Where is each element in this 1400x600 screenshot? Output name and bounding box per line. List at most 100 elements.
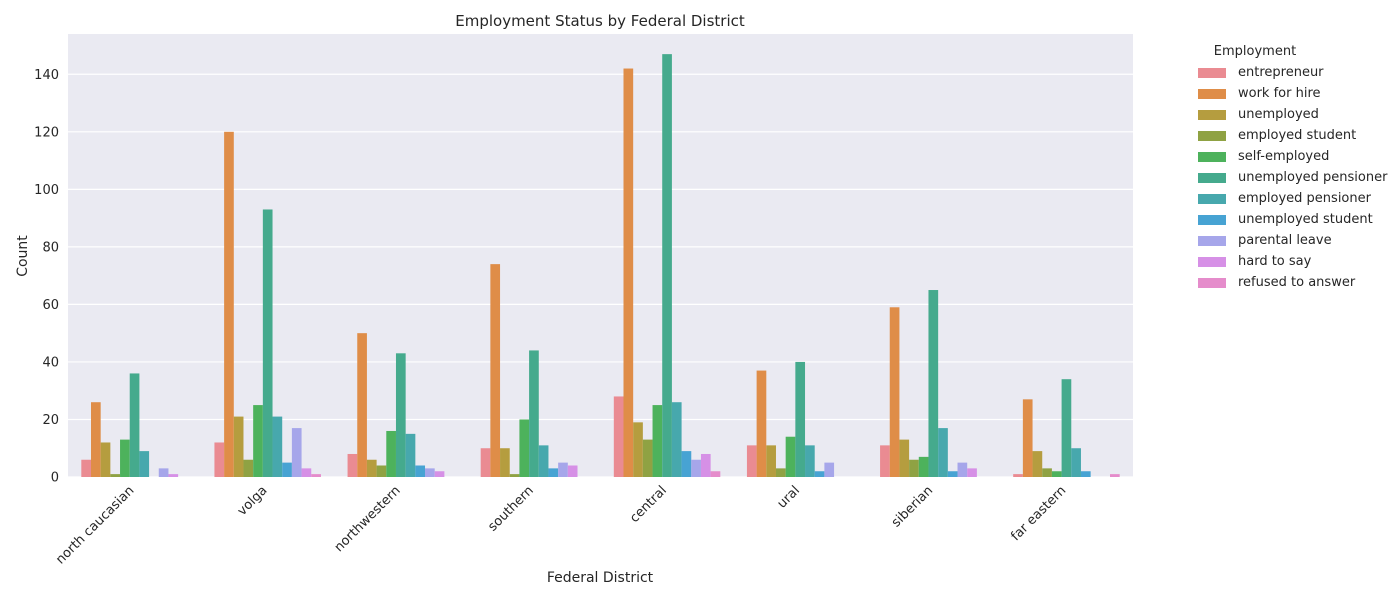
bar-employed-student-northwestern [376,465,387,477]
bar-unemployed-student-southern [548,468,559,477]
x-tick-label: far eastern [1008,483,1069,544]
legend-item: work for hire [1196,83,1396,104]
legend-item: employed student [1196,125,1396,146]
bar-entrepreneur-southern [480,448,491,477]
bar-unemployed-student-ural [814,471,825,477]
bar-employed-student-north-caucasian [110,474,121,477]
legend-swatch [1198,256,1226,267]
bar-refused-to-answer-central [710,471,721,477]
bar-self-employed-far-eastern [1051,471,1062,477]
bar-unemployed-pensioner-siberian [928,290,939,477]
bar-work-for-hire-ural [756,370,767,477]
bar-parental-leave-volga [291,428,302,477]
legend-item: unemployed student [1196,209,1396,230]
bar-hard-to-say-siberian [967,468,977,477]
x-tick-label: ural [775,483,803,511]
bar-parental-leave-southern [558,462,568,477]
bar-parental-leave-central [691,459,701,477]
bar-work-for-hire-southern [490,264,501,477]
bar-work-for-hire-far-eastern [1022,399,1033,477]
legend-swatch [1198,277,1226,288]
bar-unemployed-pensioner-far-eastern [1061,379,1072,477]
legend-swatch [1198,130,1226,141]
bar-unemployed-volga [233,416,244,477]
bar-refused-to-answer-volga [311,474,321,477]
x-tick-label: northwestern [332,483,404,555]
y-tick-labels: 0 20 40 60 80 100 120 140 [34,68,59,486]
bar-employed-student-siberian [909,459,919,477]
bar-self-employed-central [652,405,663,477]
bar-unemployed-far-eastern [1032,451,1043,477]
bar-hard-to-say-central [700,453,711,477]
bar-unemployed-southern [500,448,510,477]
bar-employed-pensioner-ural [805,445,815,477]
bar-entrepreneur-siberian [880,445,890,477]
chart-title: Employment Status by Federal District [455,12,745,30]
bar-self-employed-southern [519,419,530,477]
plot-area-background [68,34,1133,477]
bar-unemployed-student-volga [282,462,292,477]
bar-unemployed-student-far-eastern [1080,471,1091,477]
bar-unemployed-central [633,422,643,477]
bar-employed-pensioner-central [671,402,682,477]
legend-item: self-employed [1196,146,1396,167]
bar-work-for-hire-north-caucasian [90,402,101,477]
x-tick-label: north caucasian [53,483,137,567]
bar-hard-to-say-volga [301,468,312,477]
x-tick-labels: north caucasian volga northwestern southern… [53,483,1069,567]
bar-self-employed-north-caucasian [120,439,130,477]
legend-label: hard to say [1238,254,1312,269]
y-tick-label: 120 [34,125,59,140]
legend-label: unemployed pensioner [1238,170,1388,185]
bar-unemployed-student-siberian [947,471,958,477]
bar-unemployed-pensioner-volga [262,209,273,477]
bar-self-employed-northwestern [386,430,396,477]
legend-item: unemployed pensioner [1196,167,1396,188]
bar-entrepreneur-volga [214,442,225,477]
bar-unemployed-north-caucasian [100,442,111,477]
legend-label: employed pensioner [1238,191,1371,206]
legend-item: parental leave [1196,230,1396,251]
y-tick-label: 60 [42,298,59,313]
legend-items: entrepreneur work for hire unemployed emplo… [1196,62,1396,293]
y-tick-label: 80 [42,240,59,255]
bar-work-for-hire-northwestern [357,333,367,477]
bar-unemployed-pensioner-southern [529,350,539,477]
y-axis-label: Count [15,235,31,277]
bar-employed-pensioner-volga [272,416,283,477]
bar-employed-student-southern [509,474,520,477]
bar-unemployed-pensioner-ural [795,361,806,477]
bar-self-employed-siberian [918,456,929,477]
bar-unemployed-ural [766,445,776,477]
bar-employed-pensioner-far-eastern [1071,448,1081,477]
x-tick-label: siberian [889,483,936,530]
bar-employed-student-ural [775,468,786,477]
bar-unemployed-siberian [899,439,910,477]
bar-employed-student-far-eastern [1042,468,1052,477]
legend-label: work for hire [1238,86,1321,101]
legend-label: parental leave [1238,233,1332,248]
legend-label: entrepreneur [1238,65,1324,80]
x-tick-label: southern [485,483,536,534]
bar-work-for-hire-central [623,68,634,478]
bar-employed-pensioner-southern [538,445,549,477]
bar-unemployed-pensioner-central [662,54,672,478]
legend-item: unemployed [1196,104,1396,125]
legend-label: refused to answer [1238,275,1356,290]
bar-entrepreneur-central [613,396,624,477]
bar-hard-to-say-northwestern [434,471,445,477]
legend-swatch [1198,214,1226,225]
y-tick-label: 100 [34,183,59,198]
bar-entrepreneur-northwestern [347,453,358,477]
bar-work-for-hire-volga [224,131,234,478]
bar-hard-to-say-southern [567,465,578,477]
bar-employed-student-volga [243,459,254,477]
x-tick-label: volga [235,483,271,519]
legend-item: refused to answer [1196,272,1396,293]
y-tick-label: 20 [42,413,59,428]
y-tick-label: 40 [42,355,59,370]
legend-label: self-employed [1238,149,1330,164]
bar-refused-to-answer-far-eastern [1110,474,1120,477]
bar-self-employed-ural [785,436,796,477]
legend-item: hard to say [1196,251,1396,272]
